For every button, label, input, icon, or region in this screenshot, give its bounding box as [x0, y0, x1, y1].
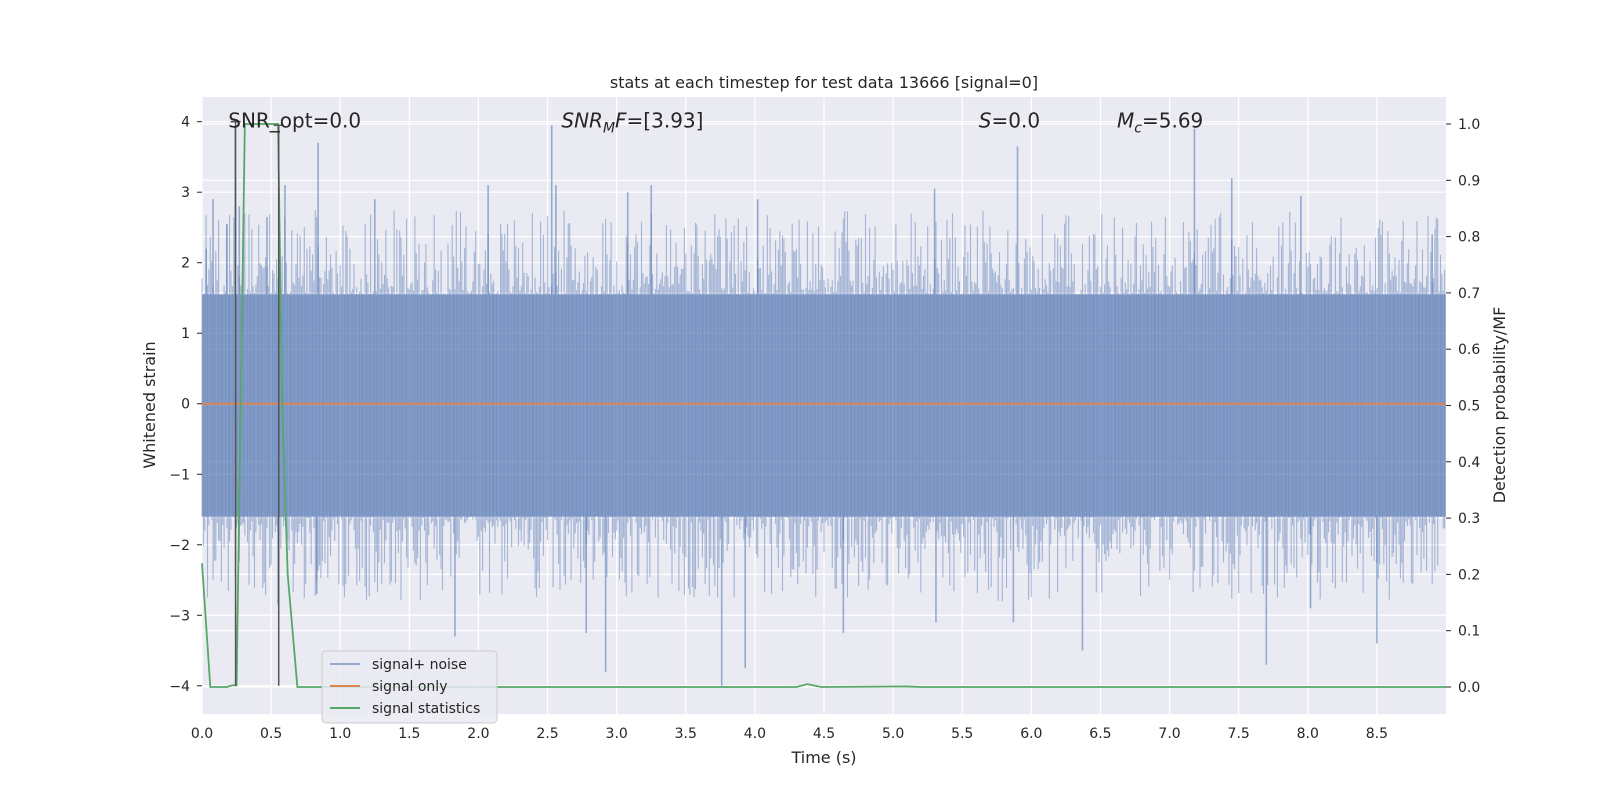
- annotation-snr-opt: SNR_opt=0.0: [228, 109, 361, 133]
- x-tick-label: 4.0: [744, 726, 766, 742]
- y-tick-label: 1: [181, 326, 190, 342]
- noise-band: [202, 294, 1446, 517]
- right-y-tick-label: 0.6: [1458, 342, 1480, 358]
- y-tick-label: −2: [169, 538, 190, 554]
- x-tick-label: 5.0: [882, 726, 904, 742]
- x-tick-label: 2.0: [467, 726, 489, 742]
- y-tick-label: 3: [181, 185, 190, 201]
- right-y-tick-label: 0.4: [1458, 455, 1480, 471]
- right-y-tick-label: 0.5: [1458, 399, 1480, 415]
- right-y-tick-label: 0.3: [1458, 511, 1480, 527]
- x-tick-label: 6.5: [1089, 726, 1111, 742]
- x-tick-label: 1.5: [398, 726, 420, 742]
- x-tick-label: 0.0: [191, 726, 213, 742]
- x-tick-label: 7.5: [1228, 726, 1250, 742]
- noise-series: [201, 125, 1446, 686]
- chart-title: stats at each timestep for test data 136…: [610, 73, 1038, 92]
- legend-entry-signal-noise: signal+ noise: [372, 657, 467, 673]
- x-tick-label: 8.0: [1297, 726, 1319, 742]
- right-y-tick-label: 0.7: [1458, 286, 1480, 302]
- signal-statistics-line: [201, 123, 1446, 688]
- y-axis-label: Whitened strain: [140, 341, 159, 468]
- x-tick-label: 8.5: [1366, 726, 1388, 742]
- tick-labels: 0.0 0.5 1.0 1.5 2.0 2.5 3.0 3.5 4.0 4.5 5.0 5.5 6.0 6…: [169, 115, 1480, 742]
- y-tick-label: 0: [181, 397, 190, 413]
- annotations: SNR_opt=0.0 SNRMF=[3.93] S=0.0 Mc=5.69: [228, 109, 1203, 137]
- right-y-axis-label: Detection probability/MF: [1490, 307, 1509, 504]
- y-tick-label: 2: [181, 256, 190, 272]
- x-tick-label: 6.0: [1020, 726, 1042, 742]
- annotation-s-value: S=0.0: [979, 109, 1040, 133]
- right-y-tick-label: 0.0: [1458, 680, 1480, 696]
- legend: signal+ noise signal only signal statist…: [321, 650, 498, 724]
- x-tick-label: 3.0: [606, 726, 628, 742]
- x-tick-label: 2.5: [536, 726, 558, 742]
- legend-box: [321, 650, 498, 724]
- y-tick-label: −1: [169, 467, 190, 483]
- x-axis-label: Time (s): [790, 748, 856, 767]
- right-y-tick-label: 0.1: [1458, 624, 1480, 640]
- annotation-snr-mf: SNRMF=[3.93]: [561, 109, 703, 137]
- legend-entry-signal-statistics: signal statistics: [372, 701, 480, 717]
- y-tick-label: −4: [169, 679, 190, 695]
- x-tick-label: 0.5: [260, 726, 282, 742]
- y-tick-label: −3: [169, 608, 190, 624]
- series-layer: [201, 120, 1446, 688]
- y-tick-label: 4: [181, 115, 190, 131]
- x-tick-label: 3.5: [675, 726, 697, 742]
- right-y-tick-label: 1.0: [1458, 117, 1480, 133]
- right-y-tick-label: 0.8: [1458, 230, 1480, 246]
- legend-entry-signal-only: signal only: [372, 679, 447, 695]
- right-y-tick-label: 0.2: [1458, 567, 1480, 583]
- x-tick-label: 5.5: [951, 726, 973, 742]
- annotation-mc-value: Mc=5.69: [1117, 109, 1203, 137]
- x-tick-label: 4.5: [813, 726, 835, 742]
- x-tick-label: 7.0: [1158, 726, 1180, 742]
- right-y-tick-label: 0.9: [1458, 173, 1480, 189]
- x-tick-label: 1.0: [329, 726, 351, 742]
